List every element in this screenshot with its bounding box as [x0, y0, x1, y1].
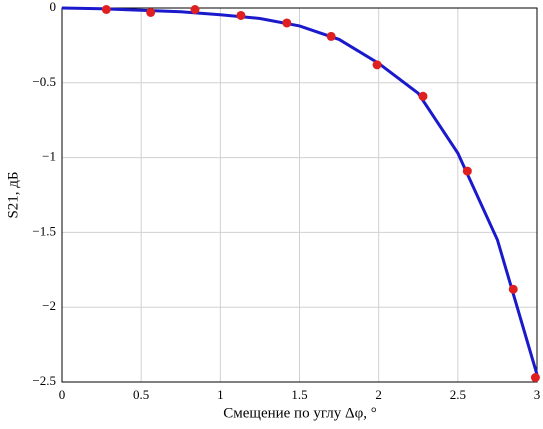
y-tick-label: −2.5	[32, 373, 56, 388]
data-point	[282, 18, 292, 28]
y-axis-label: S21, дБ	[5, 171, 21, 218]
plot-frame	[61, 7, 538, 383]
x-tick-label: 3	[534, 387, 541, 402]
x-tick-label: 2	[375, 387, 382, 402]
data-point	[146, 7, 156, 17]
data-point	[236, 10, 246, 20]
data-point	[372, 60, 382, 70]
x-tick-label: 0	[59, 387, 66, 402]
data-point	[190, 4, 200, 14]
x-tick-label: 2.5	[450, 387, 466, 402]
y-tick-label: −0.5	[32, 74, 56, 89]
data-point	[508, 284, 518, 294]
y-tick-label: −1.5	[32, 223, 56, 238]
y-tick-label: −2	[42, 298, 56, 313]
data-point	[326, 31, 336, 41]
curve	[61, 6, 539, 375]
data-point	[418, 91, 428, 101]
x-tick-label: 0.5	[133, 387, 149, 402]
y-tick-label: −1	[42, 149, 56, 164]
data-point	[101, 4, 111, 14]
x-axis-label: Смещение по углу Δφ, °	[223, 405, 377, 421]
x-tick-label: 1	[217, 387, 224, 402]
data-point	[530, 373, 540, 383]
data-point	[462, 166, 472, 176]
x-tick-label: 1.5	[291, 387, 307, 402]
y-tick-label: 0	[50, 0, 57, 14]
